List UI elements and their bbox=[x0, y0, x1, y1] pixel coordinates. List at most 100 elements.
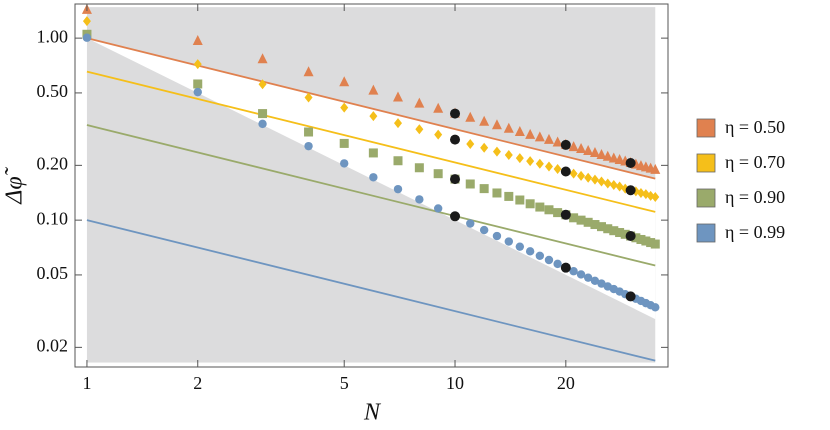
data-point bbox=[596, 148, 607, 159]
data-point bbox=[414, 163, 424, 173]
data-point bbox=[193, 79, 203, 89]
data-point bbox=[480, 142, 489, 153]
legend-label: η = 0.70 bbox=[725, 152, 785, 172]
data-point bbox=[258, 109, 268, 119]
data-point bbox=[415, 124, 424, 135]
data-point bbox=[258, 79, 267, 90]
data-point bbox=[589, 146, 600, 157]
data-point bbox=[492, 188, 502, 198]
data-point bbox=[569, 267, 578, 276]
highlight-point bbox=[450, 211, 461, 222]
x-axis-label: N bbox=[363, 400, 382, 426]
data-point bbox=[504, 237, 514, 246]
data-point bbox=[414, 97, 425, 108]
data-point bbox=[641, 236, 651, 246]
data-point bbox=[339, 76, 350, 87]
data-point bbox=[515, 153, 524, 164]
x-tick-label: 20 bbox=[557, 373, 575, 393]
highlight-point bbox=[560, 166, 571, 177]
highlight-point bbox=[625, 291, 636, 302]
reference-line bbox=[86, 37, 656, 180]
data-point bbox=[526, 156, 535, 167]
data-point bbox=[304, 127, 314, 137]
highlight-point bbox=[625, 231, 636, 242]
data-point bbox=[535, 158, 544, 169]
data-point bbox=[304, 92, 313, 103]
data-point bbox=[479, 184, 489, 194]
highlight-point bbox=[450, 134, 461, 145]
data-point bbox=[465, 111, 476, 122]
data-point bbox=[590, 220, 600, 230]
data-point bbox=[597, 279, 606, 288]
legend-swatch bbox=[696, 188, 716, 208]
data-point bbox=[192, 35, 203, 46]
data-point bbox=[479, 225, 489, 235]
x-tick-label: 1 bbox=[82, 373, 91, 393]
x-tick-label: 5 bbox=[340, 373, 349, 393]
data-point bbox=[631, 233, 641, 243]
data-point bbox=[368, 84, 379, 95]
data-point bbox=[394, 118, 403, 129]
data-point bbox=[615, 228, 625, 238]
data-point bbox=[504, 149, 513, 160]
y-tick-label: 0.50 bbox=[37, 81, 69, 101]
data-point bbox=[82, 33, 92, 42]
data-point bbox=[602, 150, 613, 161]
highlight-point bbox=[625, 158, 636, 169]
data-point bbox=[614, 154, 625, 165]
data-point bbox=[433, 204, 443, 213]
data-point bbox=[369, 111, 378, 122]
y-axis-label: Δφ̃ bbox=[2, 166, 28, 204]
data-point bbox=[576, 142, 587, 153]
legend-label: η = 0.90 bbox=[725, 187, 785, 207]
data-point bbox=[514, 125, 525, 136]
data-point bbox=[492, 146, 501, 157]
x-tick-label: 2 bbox=[193, 373, 202, 393]
plot-frame bbox=[74, 3, 669, 368]
highlight-point bbox=[560, 262, 571, 273]
highlight-point bbox=[450, 174, 461, 185]
x-tick-label: 10 bbox=[446, 373, 464, 393]
data-point bbox=[340, 159, 349, 168]
data-point bbox=[650, 239, 660, 249]
legend-swatch bbox=[696, 153, 716, 173]
data-point bbox=[369, 173, 378, 182]
y-tick-label: 0.20 bbox=[37, 153, 69, 173]
data-point bbox=[552, 136, 563, 147]
data-point bbox=[603, 178, 612, 189]
data-point bbox=[465, 179, 475, 189]
legend-label: η = 0.50 bbox=[725, 117, 785, 137]
data-point bbox=[590, 174, 599, 185]
y-tick-label: 0.02 bbox=[37, 335, 69, 355]
data-point bbox=[491, 119, 502, 130]
plot-area bbox=[81, 3, 661, 363]
data-point bbox=[257, 53, 268, 64]
data-point bbox=[535, 202, 545, 212]
highlight-point bbox=[560, 209, 571, 220]
highlight-point bbox=[625, 185, 636, 196]
data-point bbox=[553, 163, 562, 174]
highlight-point bbox=[560, 139, 571, 150]
data-point bbox=[415, 195, 424, 204]
data-point bbox=[503, 122, 514, 133]
data-point bbox=[569, 213, 579, 223]
data-point bbox=[596, 222, 606, 232]
data-point bbox=[583, 217, 593, 227]
y-tick-label: 0.05 bbox=[37, 263, 69, 283]
data-point bbox=[544, 161, 553, 172]
data-point bbox=[193, 59, 202, 70]
data-point bbox=[466, 139, 475, 150]
data-point bbox=[576, 270, 586, 279]
data-point bbox=[568, 141, 579, 152]
data-point bbox=[577, 170, 586, 181]
data-point bbox=[609, 226, 619, 236]
data-point bbox=[504, 191, 514, 201]
data-point bbox=[620, 229, 630, 239]
data-point bbox=[569, 168, 578, 179]
data-point bbox=[492, 231, 502, 241]
data-point bbox=[646, 238, 656, 248]
data-point bbox=[597, 176, 606, 187]
data-point bbox=[609, 179, 618, 190]
data-point bbox=[553, 259, 562, 269]
